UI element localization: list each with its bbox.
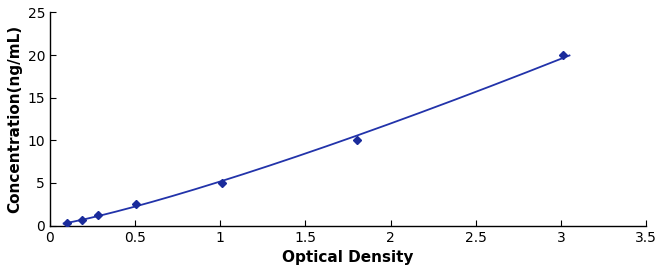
X-axis label: Optical Density: Optical Density (282, 250, 414, 265)
Y-axis label: Concentration(ng/mL): Concentration(ng/mL) (7, 25, 22, 213)
